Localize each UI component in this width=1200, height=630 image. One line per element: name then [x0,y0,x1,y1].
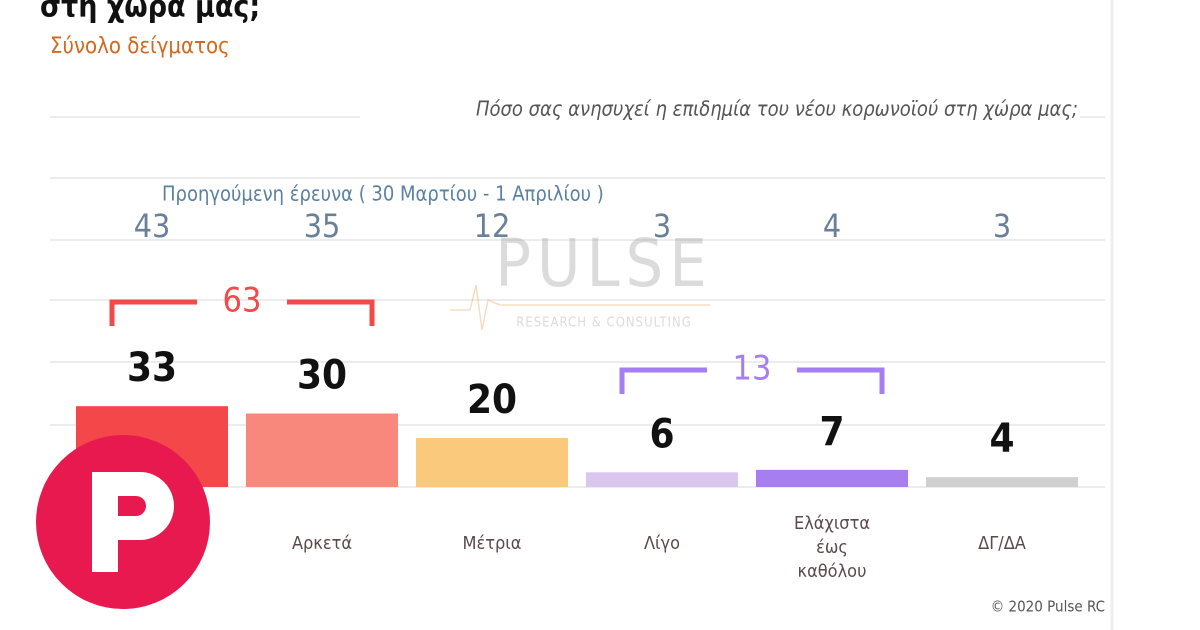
group-bracket [109,299,375,326]
value-label: 33 [127,345,177,391]
chart-title: στη χώρα μας; [40,0,260,25]
previous-value: 43 [134,207,171,245]
value-label: 4 [989,416,1014,462]
x-tick-label: Ελάχιστα έως καθόλου [793,513,870,582]
bar [926,477,1078,487]
group-bracket [619,367,885,394]
x-tick-label: Μέτρια [462,533,522,554]
previous-label: Προηγούμενη έρευνα ( 30 Μαρτίου - 1 Απρι… [162,182,604,206]
watermark-pulse [450,284,710,331]
value-label: 20 [467,377,517,423]
bar [76,406,228,487]
bar [416,438,568,487]
x-tick-label: ΔΓ/ΔΑ [978,533,1026,554]
chart-subtitle: Σύνολο δείγματος [50,34,230,59]
watermark: PULSE RESEARCH & CONSULTING [450,225,713,331]
bar [586,472,738,487]
value-label: 30 [297,353,347,399]
previous-value: 12 [474,207,511,245]
watermark-tagline: RESEARCH & CONSULTING [516,316,692,331]
previous-value: 3 [993,207,1011,245]
x-tick-label: Αρκετά [291,533,353,554]
previous-value: 35 [304,207,341,245]
value-label: 6 [649,411,674,457]
question: Πόσο σας ανησυχεί η επιδημία του νέου κο… [476,97,1078,121]
watermark-name: PULSE [495,225,713,302]
group-label: 13 [733,349,772,389]
bar [756,469,908,487]
question-bg [360,95,1080,125]
group-label: 63 [223,281,262,321]
x-tick-label: Λίγο [643,533,681,554]
value-label: 7 [819,409,844,455]
previous-value: 4 [823,207,841,245]
bar [246,413,398,487]
previous-value: 3 [653,207,671,245]
credit: © 2020 Pulse RC [991,598,1105,616]
